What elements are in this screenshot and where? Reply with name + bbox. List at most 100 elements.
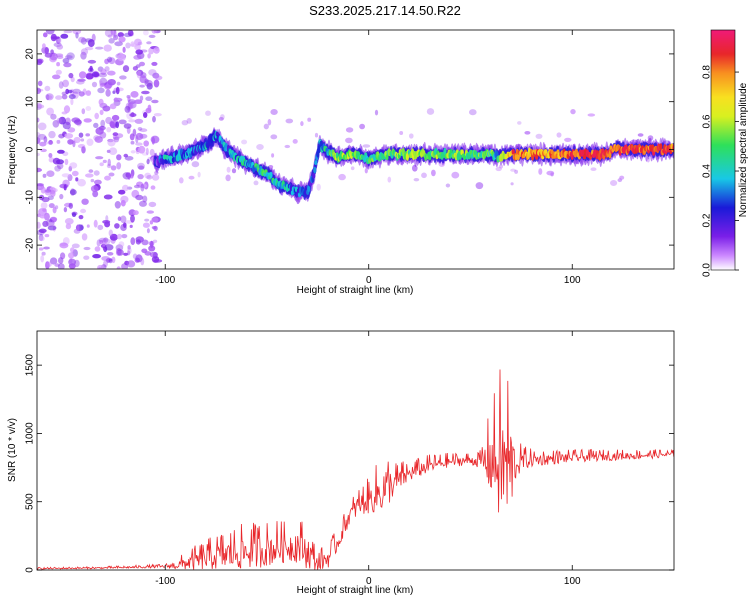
spectrogram-noise-cell bbox=[52, 157, 61, 165]
spectrogram-noise-cell bbox=[137, 162, 145, 170]
spectrogram-noise-cell bbox=[50, 190, 56, 197]
spectrogram-noise-cell bbox=[58, 37, 62, 44]
spectrogram-noise-cell bbox=[50, 113, 57, 120]
spectrogram-noise-cell bbox=[130, 214, 135, 223]
spectrogram-scatter-cell bbox=[267, 119, 272, 126]
spectrogram-noise-cell bbox=[153, 47, 160, 54]
spectrogram-noise-cell bbox=[90, 185, 99, 193]
spectrogram-noise-cell bbox=[102, 68, 106, 75]
spectrogram-noise-cell bbox=[39, 214, 46, 219]
spectrogram-noise-cell bbox=[46, 261, 52, 267]
spectrogram-noise-cell bbox=[37, 58, 43, 66]
spectrogram-noise-cell bbox=[47, 225, 57, 231]
spectrogram-noise-cell bbox=[51, 36, 60, 40]
spectrogram-scatter-cell bbox=[475, 182, 484, 190]
spectrogram-noise-cell bbox=[43, 136, 48, 143]
spectrogram-noise-cell bbox=[122, 65, 130, 73]
spectrogram-noise-cell bbox=[37, 221, 41, 229]
spectrogram-noise-cell bbox=[56, 117, 62, 124]
spectrogram-noise-cell bbox=[114, 41, 123, 47]
spectrogram-noise-cell bbox=[102, 159, 107, 164]
spectrogram-noise-cell bbox=[107, 56, 113, 63]
spectrogram-noise-cell bbox=[37, 103, 42, 110]
spectrogram-noise-cell bbox=[54, 165, 61, 172]
spectrogram-noise-cell bbox=[129, 224, 133, 228]
spectrogram-noise-cell bbox=[125, 42, 131, 49]
spectrogram-x-tick-label: -100 bbox=[155, 275, 175, 286]
spectrogram-noise-cell bbox=[115, 86, 120, 95]
spectrogram-noise-cell bbox=[92, 190, 99, 198]
spectrogram-noise-cell bbox=[141, 239, 149, 246]
spectrogram-noise-cell bbox=[104, 175, 111, 181]
spectrogram-noise-cell bbox=[127, 250, 131, 256]
spectrogram-scatter-cell bbox=[270, 134, 278, 140]
spectrogram-noise-cell bbox=[44, 47, 49, 55]
spectrogram-noise-cell bbox=[85, 173, 94, 178]
spectrogram-noise-cell bbox=[135, 254, 143, 263]
spectrogram-noise-cell bbox=[60, 33, 69, 39]
spectrogram-scatter-cell bbox=[218, 117, 224, 121]
spectrogram-scatter-cell bbox=[179, 177, 184, 184]
spectrogram-noise-cell bbox=[91, 81, 98, 88]
spectrogram-noise-cell bbox=[135, 64, 141, 68]
spectrogram-noise-cell bbox=[94, 112, 99, 120]
spectrogram-noise-cell bbox=[151, 174, 160, 181]
spectrogram-noise-cell bbox=[37, 87, 42, 94]
spectrogram-scatter-cell bbox=[345, 127, 354, 133]
spectrogram-noise-cell bbox=[150, 135, 160, 144]
spectrogram-noise-cell bbox=[73, 136, 81, 144]
spectrogram-scatter-cell bbox=[271, 153, 275, 158]
spectrogram-noise-cell bbox=[135, 49, 143, 55]
spectrogram-noise-cell bbox=[134, 43, 141, 51]
spectrogram-noise-cell bbox=[135, 142, 143, 146]
spectrogram-noise-cell bbox=[37, 137, 41, 145]
colorbar-tick-label: 0.4 bbox=[702, 164, 713, 178]
spectrogram-scatter-cell bbox=[338, 173, 346, 181]
spectrogram-noise-cell bbox=[57, 263, 65, 269]
spectrogram-noise-cell bbox=[77, 178, 86, 187]
spectrogram-noise-cell bbox=[134, 118, 144, 124]
spectrogram-ridge-cell bbox=[313, 166, 317, 174]
spectrogram-noise-cell bbox=[132, 128, 137, 137]
spectrogram-noise-cell bbox=[130, 173, 134, 179]
spectrogram-noise-cell bbox=[104, 244, 114, 251]
spectrogram-noise-cell bbox=[87, 59, 97, 64]
spectrogram-scatter-cell bbox=[510, 168, 516, 172]
spectrogram-noise-cell bbox=[80, 37, 87, 45]
spectrogram-noise-cell bbox=[148, 245, 156, 252]
spectrogram-noise-cell bbox=[153, 79, 160, 88]
spectrogram-noise-cell bbox=[55, 69, 62, 75]
spectrogram-noise-cell bbox=[117, 249, 124, 256]
spectrogram-scatter-cell bbox=[469, 109, 477, 116]
spectrogram-noise-cell bbox=[80, 51, 87, 60]
spectrogram-noise-cell bbox=[139, 183, 147, 189]
spectrogram-noise-cell bbox=[37, 60, 41, 64]
colorbar-tick-label: 0.6 bbox=[702, 114, 713, 128]
spectrogram-noise-cell bbox=[107, 34, 113, 38]
spectrogram-scatter-cell bbox=[314, 132, 319, 138]
spectrogram-noise-cell bbox=[106, 127, 112, 133]
spectrogram-noise-cell bbox=[142, 222, 150, 228]
spectrogram-scatter-cell bbox=[517, 121, 522, 125]
snr-x-tick-label: 0 bbox=[366, 576, 372, 587]
spectrogram-scatter-cell bbox=[546, 170, 555, 176]
spectrogram-scatter-cell bbox=[610, 180, 618, 186]
spectrogram-noise-cell bbox=[37, 117, 40, 123]
spectrogram-noise-cell bbox=[61, 173, 71, 178]
spectrogram-noise-cell bbox=[104, 81, 113, 89]
spectrogram-noise-cell bbox=[139, 200, 147, 207]
spectrogram-noise-cell bbox=[149, 251, 158, 258]
spectrogram-noise-cell bbox=[122, 184, 129, 192]
spectrogram-noise-cell bbox=[37, 102, 42, 108]
spectrogram-scatter-cell bbox=[285, 118, 294, 124]
spectrogram-noise-layer bbox=[37, 30, 671, 269]
spectrogram-noise-cell bbox=[63, 30, 73, 34]
snr-x-tick-label: -100 bbox=[155, 576, 175, 587]
spectrogram-scatter-cell bbox=[431, 169, 436, 177]
spectrogram-noise-cell bbox=[139, 61, 145, 67]
spectrogram-noise-cell bbox=[106, 149, 111, 153]
spectrogram-noise-cell bbox=[104, 66, 110, 72]
spectrogram-scatter-cell bbox=[359, 123, 365, 130]
spectrogram-noise-cell bbox=[61, 94, 68, 100]
